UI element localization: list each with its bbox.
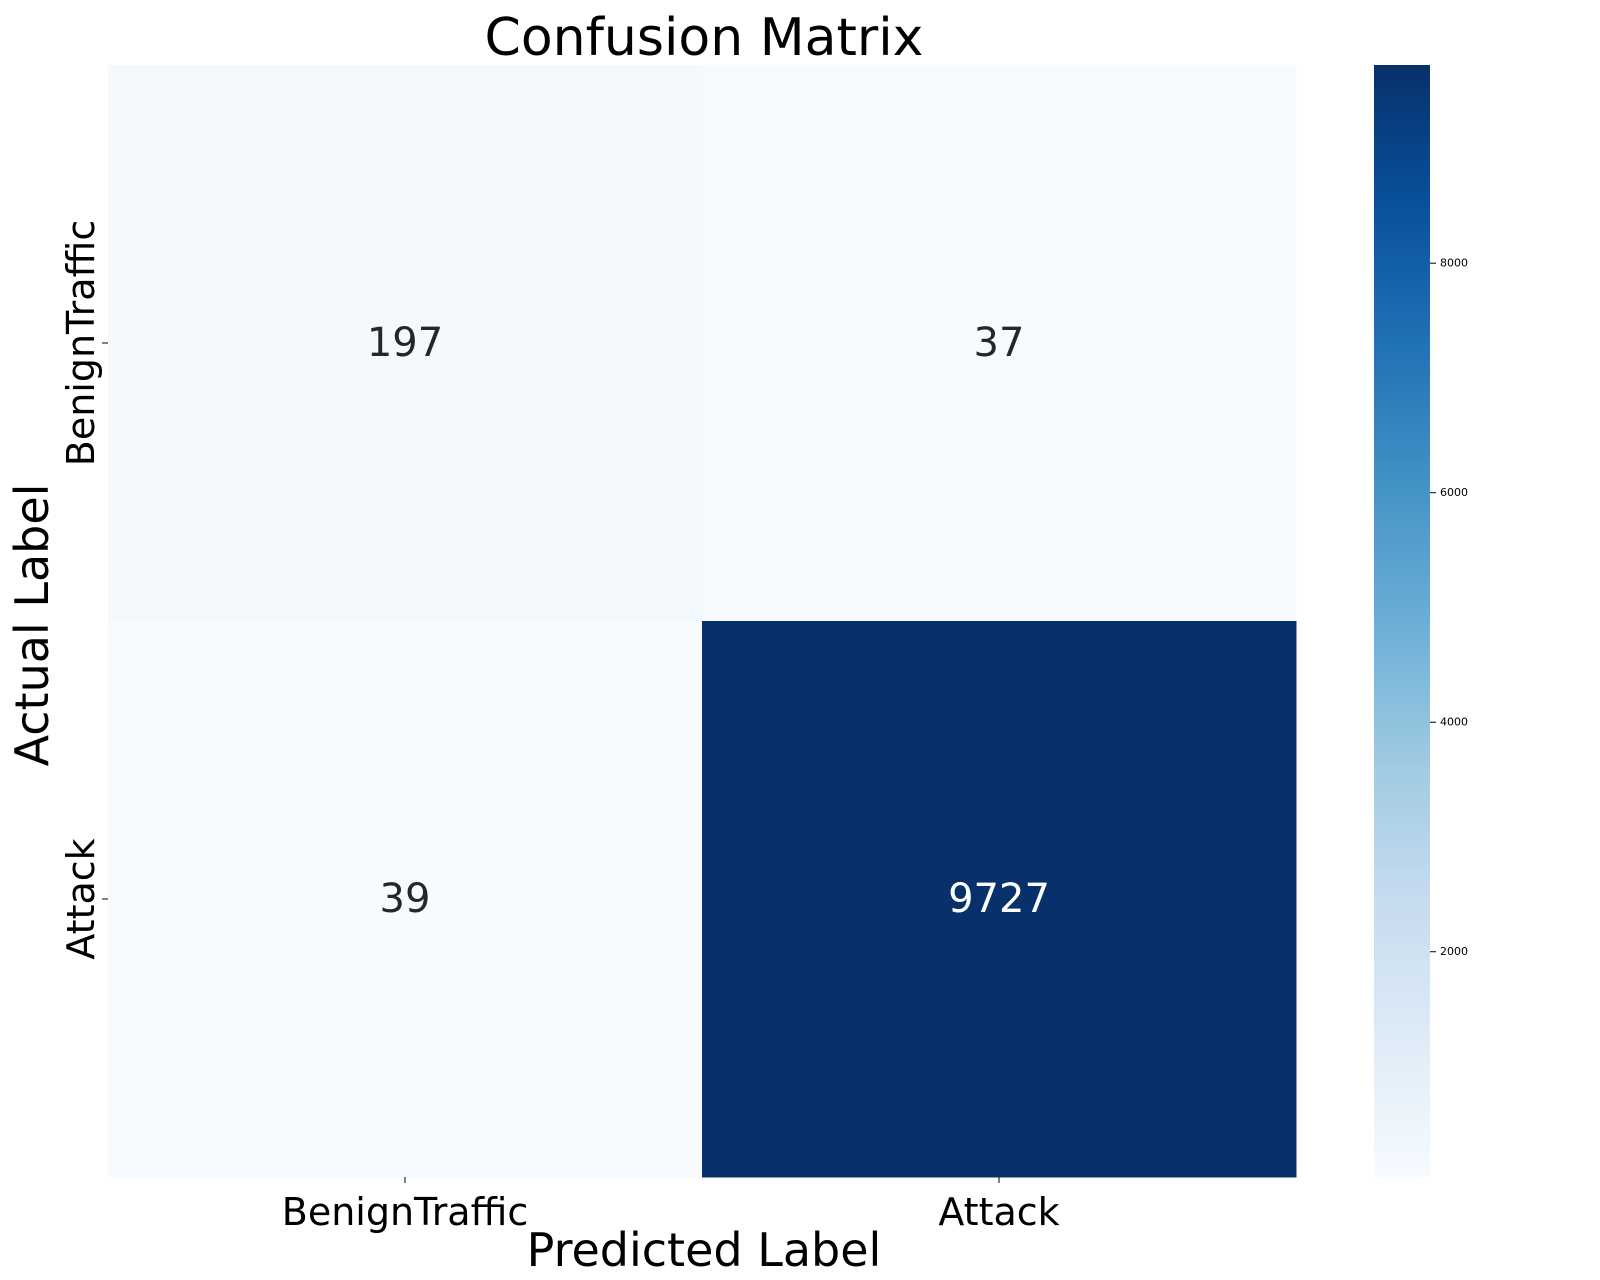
cell-value-0-1: 37 xyxy=(974,320,1025,366)
colorbar-tick-label-2: 6000 xyxy=(1440,486,1468,499)
heatmap-cells xyxy=(108,65,1297,1178)
chart-title: Confusion Matrix xyxy=(485,8,924,68)
y-axis-label: Actual Label xyxy=(5,484,59,767)
cell-value-1-1: 9727 xyxy=(948,876,1050,922)
colorbar xyxy=(1374,65,1430,1177)
colorbar-ticks: 2000 4000 6000 8000 xyxy=(1430,257,1468,958)
y-tick-label-0: BenignTraffic xyxy=(59,220,103,466)
y-tick-label-1: Attack xyxy=(59,838,103,959)
axis-ticks: BenignTraffic Attack BenignTraffic Attack xyxy=(59,220,1060,1234)
heatmap-cell-labels: 197 37 39 9727 xyxy=(367,320,1050,922)
cell-value-1-0: 39 xyxy=(380,876,431,922)
colorbar-tick-label-1: 4000 xyxy=(1440,716,1468,729)
x-axis-label: Predicted Label xyxy=(527,1223,882,1277)
cell-value-0-0: 197 xyxy=(367,320,443,366)
heatmap-cell-1-1 xyxy=(702,621,1297,1178)
x-tick-label-1: Attack xyxy=(938,1190,1059,1234)
x-tick-label-0: BenignTraffic xyxy=(282,1190,528,1234)
heatmap-cell-0-0 xyxy=(108,65,703,622)
colorbar-tick-label-0: 2000 xyxy=(1440,945,1468,958)
heatmap-cell-1-0 xyxy=(108,621,703,1178)
heatmap-cell-0-1 xyxy=(702,65,1297,622)
colorbar-tick-label-3: 8000 xyxy=(1440,257,1468,270)
